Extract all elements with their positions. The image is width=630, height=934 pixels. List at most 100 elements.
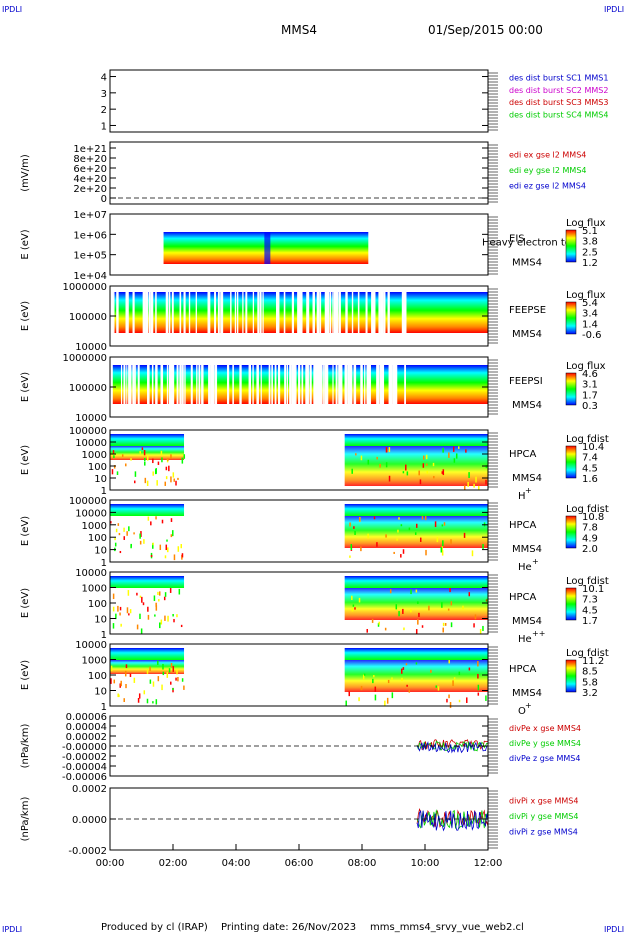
spectrogram-speckle bbox=[351, 595, 353, 600]
spectrogram-speckle bbox=[155, 605, 158, 611]
spectrogram-speckle bbox=[172, 530, 174, 537]
y-axis-label: E (eV) bbox=[20, 372, 31, 402]
y-tick-label: 1e+07 bbox=[73, 210, 107, 221]
spectrogram-speckle bbox=[485, 479, 487, 485]
spectrogram-speckle bbox=[124, 670, 127, 677]
data-gap bbox=[334, 292, 336, 333]
y-tick-label: 1e+21 bbox=[73, 144, 107, 155]
colorbar-tick-label: 5.1 bbox=[582, 226, 598, 237]
legend-entry: des dist burst SC2 MMS2 bbox=[509, 86, 608, 95]
data-gap bbox=[371, 292, 373, 333]
spectrogram-speckle bbox=[402, 667, 405, 670]
spectrogram-speckle bbox=[155, 602, 157, 607]
spectrogram-speckle bbox=[371, 618, 374, 623]
spectrogram-speckle bbox=[415, 629, 418, 634]
data-gap bbox=[335, 292, 337, 333]
spectrogram-speckle bbox=[146, 668, 149, 674]
spectrogram-speckle bbox=[161, 457, 163, 463]
spectrogram-speckle bbox=[113, 679, 116, 684]
x-tick-label: 06:00 bbox=[285, 858, 314, 869]
spectrogram-speckle bbox=[408, 527, 411, 531]
spectrogram-speckle bbox=[120, 680, 122, 687]
y-tick-label: 8e+20 bbox=[73, 154, 107, 165]
spectrogram-speckle bbox=[168, 668, 171, 673]
spectrogram-speckle bbox=[423, 455, 425, 460]
spectrogram-band bbox=[344, 576, 488, 588]
spectrogram-speckle bbox=[479, 628, 482, 635]
spectrogram-speckle bbox=[384, 700, 386, 707]
header-date: 01/Sep/2015 00:00 bbox=[428, 23, 543, 37]
data-gap bbox=[313, 292, 315, 333]
data-gap bbox=[179, 365, 182, 404]
data-gap bbox=[274, 365, 277, 404]
spectrogram-band bbox=[344, 434, 488, 446]
data-gap bbox=[292, 292, 295, 333]
colorbar-tick-label: 1.4 bbox=[582, 319, 598, 330]
spectrogram-speckle bbox=[142, 602, 145, 606]
data-gap bbox=[335, 365, 338, 404]
spectrogram-speckle bbox=[385, 534, 387, 538]
colorbar-tick-label: 0.3 bbox=[582, 401, 598, 412]
colorbar-tick-label: 5.4 bbox=[582, 298, 598, 309]
spectrogram-speckle bbox=[482, 625, 484, 632]
colorbar-title: Log fdist bbox=[566, 504, 609, 515]
data-gap bbox=[314, 365, 317, 404]
series-line bbox=[416, 810, 489, 832]
y-tick-label: 0 bbox=[101, 194, 107, 205]
data-gap bbox=[360, 365, 363, 404]
spectrogram-speckle bbox=[126, 531, 128, 536]
spectrogram-speckle bbox=[406, 684, 408, 687]
spectrogram-speckle bbox=[379, 463, 381, 468]
data-gap bbox=[338, 365, 341, 404]
spectrogram-speckle bbox=[410, 589, 412, 595]
colorbar bbox=[565, 229, 577, 263]
spectrogram-speckle bbox=[136, 624, 139, 630]
y-tick-label: 1e+06 bbox=[73, 230, 107, 241]
y-tick-label: -0.0002 bbox=[68, 846, 107, 857]
panel-frame bbox=[109, 69, 489, 133]
spectrogram-speckle bbox=[421, 516, 424, 520]
spectrogram-speckle bbox=[406, 471, 409, 476]
spectrogram-speckle bbox=[442, 622, 445, 627]
colorbar-title: Log fdist bbox=[566, 576, 609, 587]
spectrogram-speckle bbox=[143, 457, 146, 461]
spectrogram-speckle bbox=[372, 678, 374, 684]
spectrogram-speckle bbox=[425, 454, 428, 460]
spectrogram-speckle bbox=[450, 601, 453, 606]
data-gap bbox=[401, 292, 405, 333]
instrument-label: HPCA bbox=[509, 592, 537, 603]
spectrogram-speckle bbox=[349, 555, 351, 558]
spectrogram-speckle bbox=[114, 542, 117, 547]
panel-hpca_o: 10000 1000 100 10 1 E (eV) HPCA MMS4 O+ Log fdist… bbox=[20, 640, 609, 717]
data-gap bbox=[320, 365, 323, 404]
y-axis-label: (nPa/km) bbox=[20, 724, 31, 769]
data-gap bbox=[403, 292, 407, 333]
spectrogram-speckle bbox=[165, 466, 168, 471]
panel-des_dist: 1 2 3 4 des dist burst SC1 MMS1 des dist burs… bbox=[101, 69, 608, 133]
spectrogram-speckle bbox=[126, 607, 129, 614]
data-gap bbox=[404, 365, 406, 404]
spectrogram-speckle bbox=[172, 614, 174, 617]
spectrogram-speckle bbox=[400, 524, 403, 527]
data-gap bbox=[176, 365, 179, 404]
data-gap bbox=[268, 365, 271, 404]
spectrogram-band bbox=[110, 434, 185, 446]
spectrogram-speckle bbox=[139, 533, 141, 539]
spectrogram-speckle bbox=[157, 676, 160, 682]
x-tick-label: 08:00 bbox=[348, 858, 377, 869]
data-gap bbox=[315, 365, 318, 404]
y-tick-label: 10 bbox=[94, 687, 107, 698]
y-tick-label: 6e+20 bbox=[73, 164, 107, 175]
y-tick-label: 0.00002 bbox=[66, 732, 107, 743]
data-gap bbox=[126, 365, 128, 404]
spectrogram-speckle bbox=[430, 669, 432, 673]
colorbar-tick-label: 7.3 bbox=[582, 595, 598, 606]
spectrogram-speckle bbox=[125, 463, 127, 467]
spectrogram-speckle bbox=[446, 698, 448, 703]
data-gap bbox=[367, 365, 369, 404]
spectrogram-speckle bbox=[473, 623, 475, 628]
spectrogram-speckle bbox=[123, 527, 125, 532]
spectrogram-speckle bbox=[405, 663, 408, 666]
data-gap bbox=[245, 292, 248, 333]
spectrogram-speckle bbox=[167, 547, 169, 553]
